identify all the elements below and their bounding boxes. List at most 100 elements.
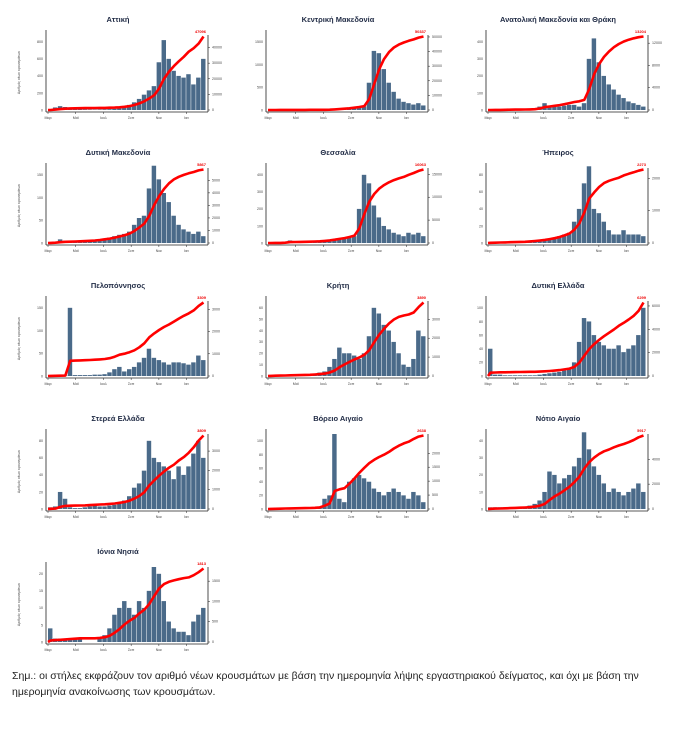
bar-new-cases	[176, 224, 181, 243]
bar-new-cases	[112, 369, 117, 376]
y-tick-label: 60	[259, 306, 263, 310]
bar-new-cases	[406, 498, 411, 509]
chart-title: Ήπειρος	[542, 148, 574, 157]
bar-new-cases	[552, 237, 557, 243]
x-tick-label: Μαρ	[264, 515, 271, 519]
bar-new-cases	[547, 373, 552, 376]
y-tick-label: 300	[477, 57, 483, 61]
bar-new-cases	[171, 479, 176, 509]
x-tick-label: Ιαν	[624, 116, 629, 120]
bar-new-cases	[156, 462, 162, 509]
x-tick-label: Μαρ	[484, 382, 491, 386]
bar-new-cases	[136, 362, 142, 376]
cumulative-line	[267, 301, 425, 378]
bar-new-cases	[376, 491, 382, 509]
bar-new-cases	[641, 106, 646, 110]
y-tick-label: 50	[259, 317, 263, 321]
bar-new-cases	[401, 495, 406, 509]
y2-tick-label: 0	[652, 241, 654, 245]
bar-new-cases	[371, 488, 377, 509]
bar-new-cases	[542, 239, 547, 243]
y-tick-label: 600	[37, 57, 43, 61]
x-tick-label: Μαρ	[264, 249, 271, 253]
bar-new-cases	[351, 236, 357, 243]
bar-new-cases	[337, 347, 342, 376]
y-tick-label: 40	[479, 207, 483, 211]
bar-new-cases	[557, 236, 562, 243]
cumulative-line	[487, 168, 644, 245]
bar-new-cases	[347, 481, 352, 509]
chart-svg: 0 100 200 300 400 Μαρ Μαϊ Ιουλ Σεπ Νοε Ιαν 0 5000 100…	[257, 162, 442, 253]
bar-new-cases	[401, 101, 406, 110]
bar-new-cases	[141, 607, 147, 642]
bar-new-cases	[497, 374, 503, 376]
y2-tick-label: 4000	[212, 191, 220, 195]
x-tick-label: Νοε	[376, 515, 383, 519]
cumulative-line	[488, 35, 644, 112]
y-tick-label: 40	[479, 347, 483, 351]
cumulative-total-label: 47096	[195, 29, 207, 34]
chart-svg: 0 50 100 150 Μαρ Μαϊ Ιουλ Σεπ Νοε Ιαν 0 1000 2000 300…	[17, 295, 220, 386]
bar-new-cases	[176, 631, 181, 642]
y2-tick-label: 1000	[432, 479, 440, 483]
y2-tick-label: 0	[212, 507, 214, 511]
bar-new-cases	[416, 232, 421, 243]
x-tick-label: Σεπ	[568, 116, 575, 120]
bar-new-cases	[117, 607, 122, 642]
bar-new-cases	[112, 614, 117, 642]
y2-tick-label: 5000	[212, 178, 220, 182]
bar-new-cases	[102, 635, 107, 642]
y-tick-label: 60	[259, 466, 263, 470]
bar-new-cases	[421, 336, 426, 376]
bar-new-cases	[621, 98, 626, 110]
chart-panel: Ήπειρος 0 20 40 60 80 Μαρ Μαϊ Ιουλ Σεπ Νοε Ιαν 0 1000…	[448, 138, 668, 271]
cumulative-line	[48, 35, 205, 112]
bar-new-cases	[191, 233, 196, 243]
bar-new-cases	[97, 506, 102, 509]
x-tick-label: Σεπ	[348, 249, 355, 253]
x-tick-label: Μαρ	[484, 249, 491, 253]
y-tick-label: 100	[257, 224, 263, 228]
bar-new-cases	[421, 105, 426, 110]
bar-new-cases	[581, 318, 587, 376]
bar-new-cases	[151, 357, 157, 376]
y-tick-label: 400	[477, 40, 483, 44]
x-tick-label: Σεπ	[568, 249, 575, 253]
bar-new-cases	[181, 229, 186, 243]
bar-new-cases	[381, 324, 387, 376]
bar-new-cases	[176, 466, 181, 509]
bar-new-cases	[161, 601, 167, 642]
bar-new-cases	[186, 364, 191, 376]
bar-new-cases	[586, 166, 592, 243]
y2-tick-label: 0	[212, 108, 214, 112]
y2-tick-label: 2000	[212, 216, 220, 220]
bar-new-cases	[532, 375, 537, 376]
bar-new-cases	[351, 355, 357, 376]
bar-new-cases	[626, 491, 631, 509]
bar-new-cases	[196, 440, 201, 509]
x-tick-label: Μαϊ	[73, 648, 79, 652]
bar-new-cases	[166, 202, 171, 243]
x-tick-label: Μαϊ	[513, 249, 519, 253]
bar-new-cases	[186, 231, 191, 243]
y2-tick-label: 0	[432, 108, 434, 112]
bar-new-cases	[401, 236, 406, 243]
bar-new-cases	[606, 230, 611, 243]
bar-new-cases	[537, 374, 542, 376]
y2-tick-label: 0	[652, 507, 654, 511]
bar-new-cases	[416, 495, 421, 509]
bar-new-cases	[547, 471, 552, 509]
chart-panel: Στερεά Ελλάδα 0 20 40 60 80 Μαρ Μαϊ Ιουλ Σεπ Νοε Ια…	[8, 404, 228, 537]
chart-panel: Κρήτη 0 10 20 30 40 50 60 Μαρ Μαϊ Ιουλ Σεπ Νοε Ιαν 0 10…	[228, 271, 448, 404]
bar-new-cases	[576, 341, 582, 376]
chart-title: Πελοπόννησος	[90, 281, 146, 290]
x-tick-label: Μαϊ	[293, 116, 299, 120]
bar-new-cases	[356, 107, 362, 110]
bar-new-cases	[181, 363, 186, 376]
bar-new-cases	[386, 491, 391, 509]
y-tick-label: 500	[257, 86, 263, 90]
bar-new-cases	[396, 353, 401, 376]
bar-new-cases	[547, 238, 552, 243]
bar-new-cases	[342, 502, 347, 509]
y2-tick-label: 1000	[212, 599, 220, 603]
